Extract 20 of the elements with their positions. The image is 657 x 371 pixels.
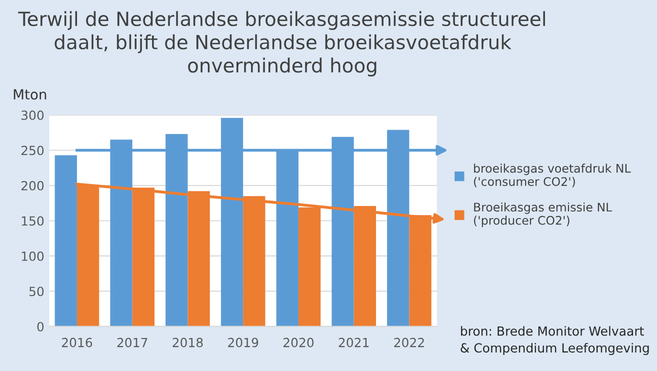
- chart-title: Terwijl de Nederlandse broeikasgasemissie structureel daalt, blijft de Nederlandse broeikasvoetafdruk onverminderd hoog: [18, 11, 545, 76]
- x-tick-label: 2022: [394, 338, 424, 348]
- y-tick-label: 250: [21, 146, 44, 156]
- y-tick-label: 50: [29, 286, 44, 296]
- legend-label: Broeikasgas emissie NL ('producer CO2'): [474, 202, 612, 228]
- legend-label: broeikasgas voetafdruk NL ('consumer CO2'): [474, 164, 631, 188]
- y-tick-label: 150: [22, 216, 44, 226]
- bar: [54, 155, 77, 326]
- y-tick-label: 100: [22, 251, 44, 261]
- y-tick-label: 300: [22, 110, 44, 120]
- x-tick-label: 2020: [283, 338, 314, 348]
- x-tick-label: 2016: [62, 338, 92, 348]
- x-tick-label: 2021: [338, 338, 369, 348]
- text: bron: Brede Monitor Welvaart & Compendium Leefomgeving: [460, 326, 649, 356]
- y-tick-label: 200: [21, 180, 44, 190]
- y-tick-label: 0: [37, 322, 44, 332]
- x-tick-label: 2017: [117, 338, 148, 348]
- x-tick-label: 2018: [172, 338, 203, 348]
- x-tick-label: 2019: [228, 338, 258, 348]
- y-axis-title: Mton: [14, 89, 46, 100]
